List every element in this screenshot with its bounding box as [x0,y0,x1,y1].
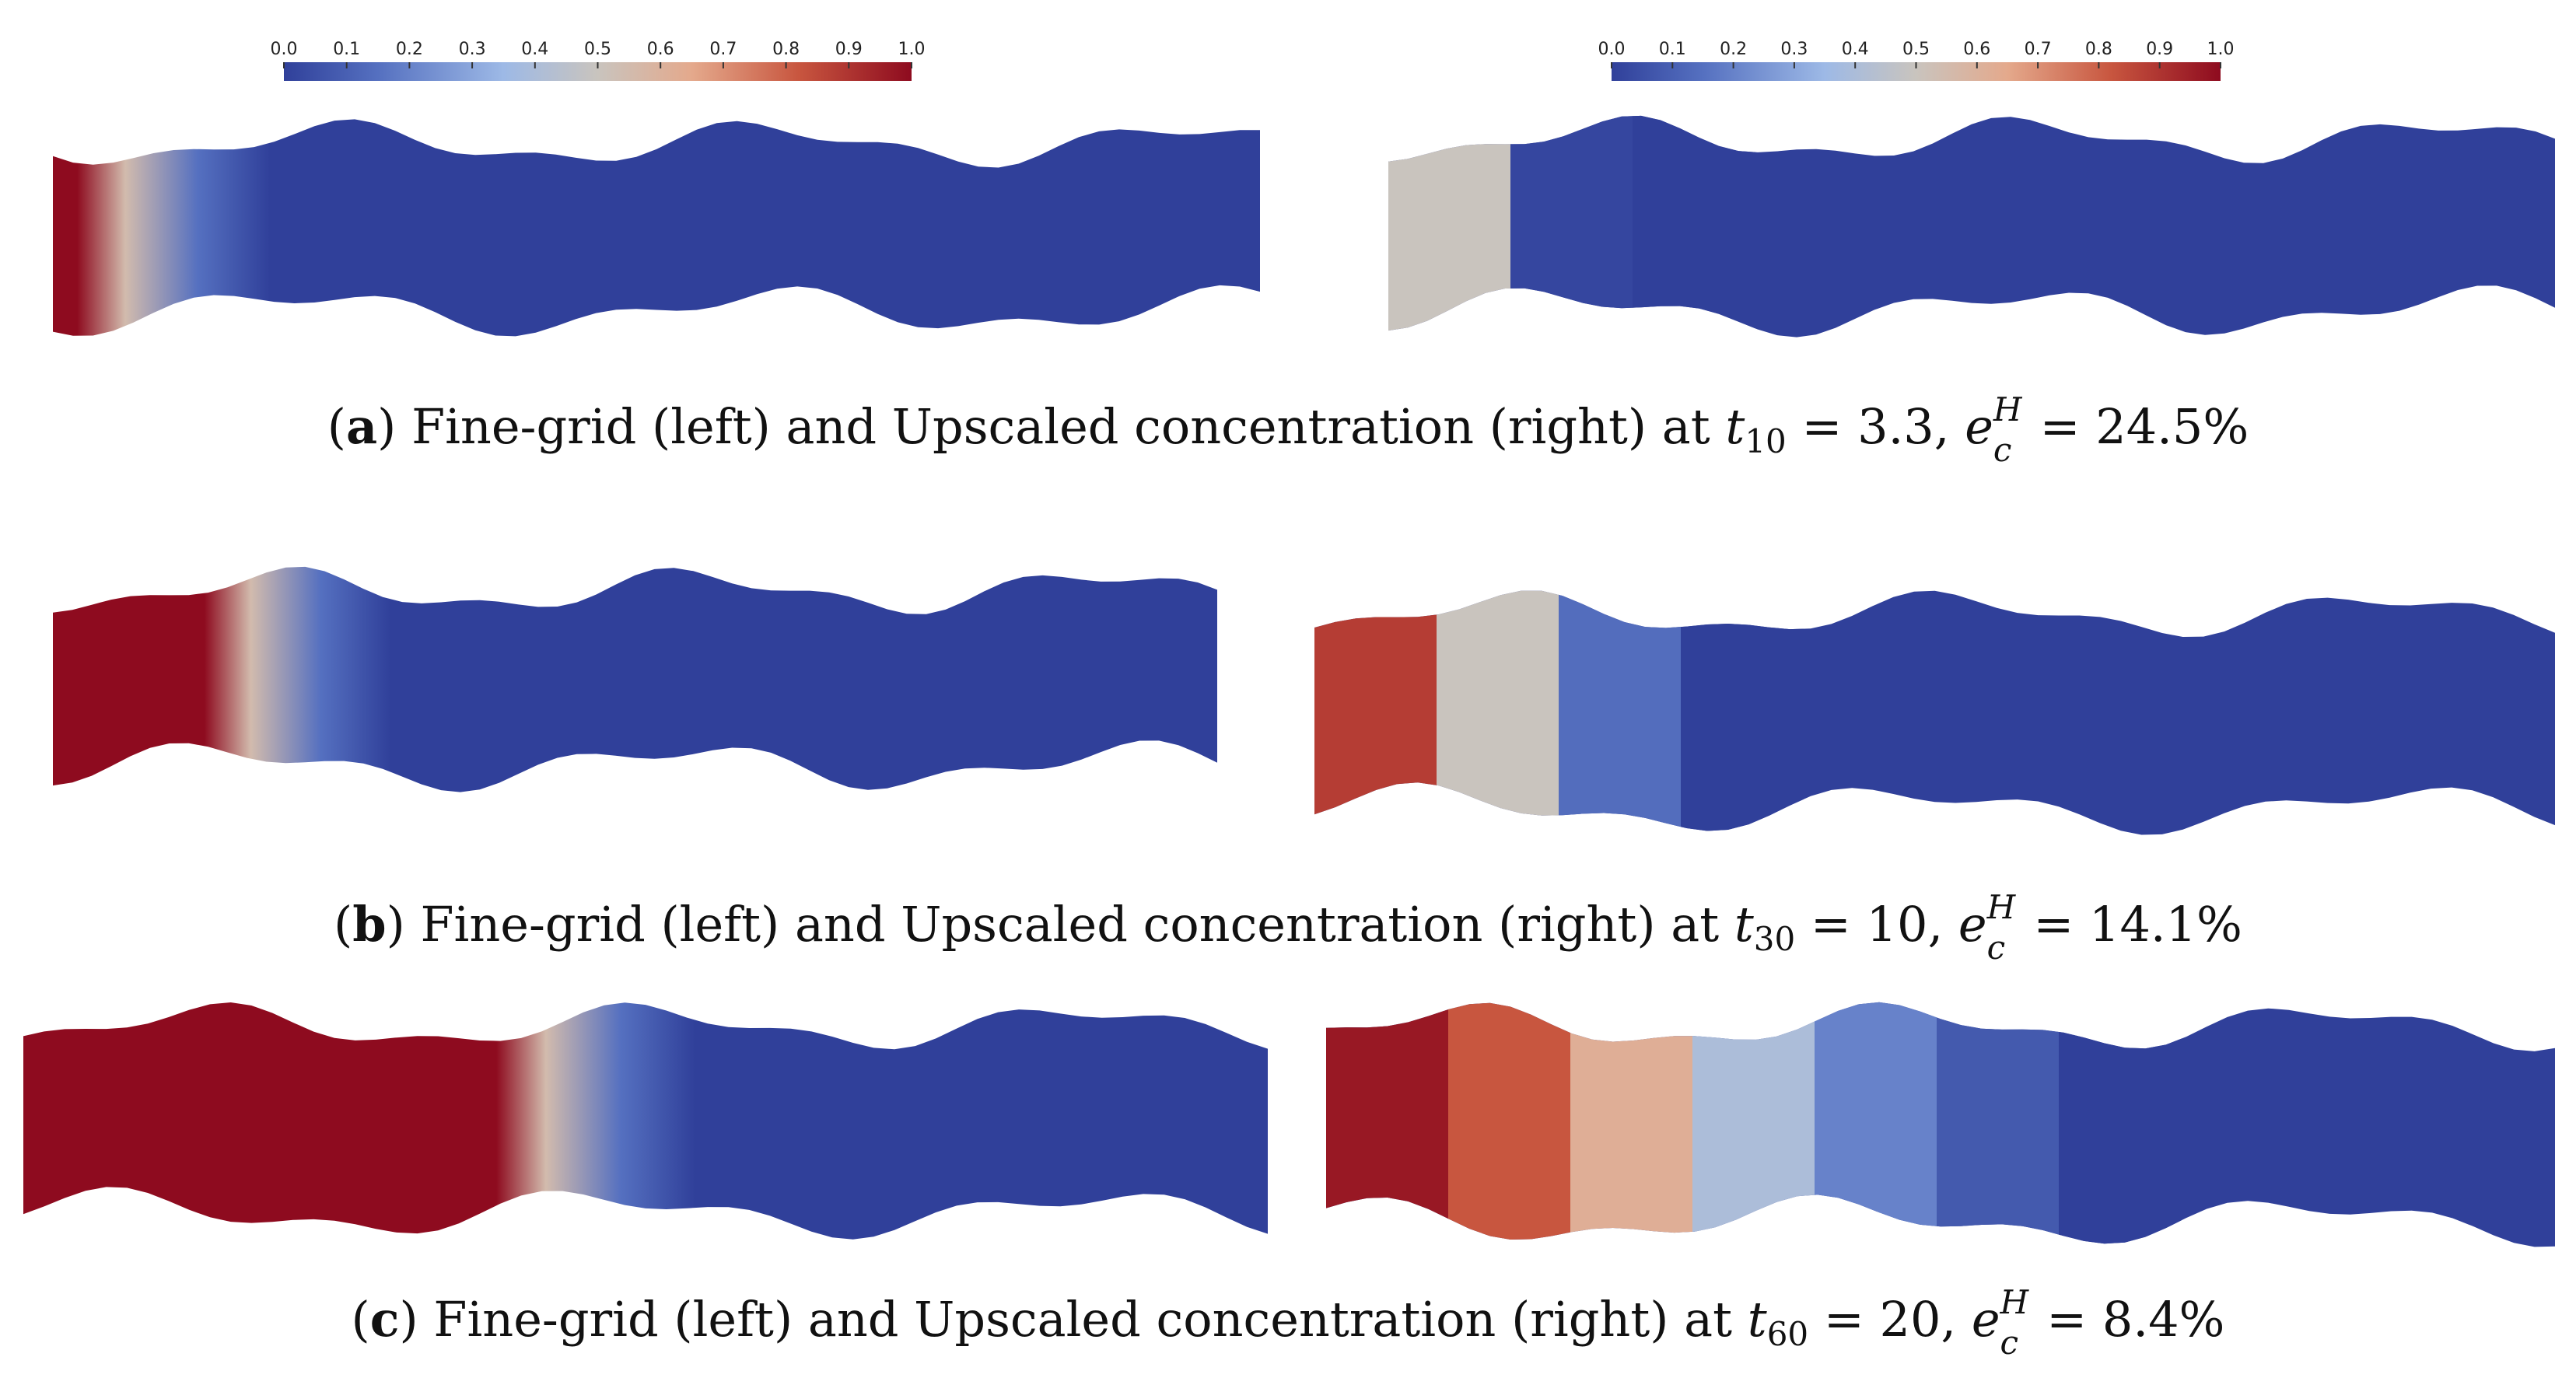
upscaled-cell [1448,1002,1571,1247]
fine-grid-field [23,1002,1268,1240]
colorbar-tick-label: 0.1 [1659,40,1686,59]
caption-label-b: b [352,896,387,953]
upscaled-cell [1937,1002,2060,1247]
time-value-c: 20 [1879,1291,1941,1348]
upscaled-cell [1314,590,1437,835]
colorbar-tick-label: 0.2 [1720,40,1747,59]
colorbar-tick-label: 0.8 [772,40,800,59]
colorbar-tick-label: 0.0 [271,40,298,59]
time-sub-a: 10 [1745,422,1787,460]
upscaled-cell [1559,590,1682,835]
fine-grid-panel-b [53,566,1217,792]
upscaled-cell [1633,115,1755,338]
upscaled-panel-a [1388,115,2555,338]
time-value-b: 10 [1866,896,1928,953]
upscaled-cell [2059,1002,2182,1247]
colorbar-tick-label: 0.7 [709,40,737,59]
colorbar-tick-label: 0.5 [584,40,611,59]
error-var-c: e [1971,1291,2000,1348]
colorbar-tick-label: 0.9 [835,40,863,59]
panels-layer [23,115,2555,1247]
colorbar-tick-label: 0.2 [396,40,423,59]
colorbar-tick-label: 0.6 [1963,40,1990,59]
colorbar-tick-label: 0.3 [1780,40,1808,59]
caption-text-c: Fine-grid (left) and Upscaled concentrat… [433,1291,1733,1348]
error-var-a: e [1965,398,1993,455]
colorbar-left: 0.0 0.1 0.2 0.3 0.4 0.5 0.6 0.7 0.8 0.9 1.0 [271,40,926,81]
colorbar-tick-label: 1.0 [2207,40,2235,59]
fine-grid-field [53,566,1217,792]
colorbar-tick-label: 0.9 [2146,40,2173,59]
time-value-a: 3.3 [1857,398,1934,455]
colorbar-right: 0.0 0.1 0.2 0.3 0.4 0.5 0.6 0.7 0.8 0.9 1.0 [1598,40,2235,81]
colorbar-tick-label: 0.7 [2025,40,2052,59]
time-sub-b: 30 [1753,920,1796,958]
fine-grid-panel-a [53,119,1260,337]
caption-text-b: Fine-grid (left) and Upscaled concentrat… [420,896,1720,953]
colorbar-tick-label: 0.1 [333,40,360,59]
upscaled-cell [1692,1002,1815,1247]
caption-a: (a) Fine-grid (left) and Upscaled concen… [327,390,2249,469]
upscaled-cell [1681,590,1804,835]
time-var-b: t [1734,896,1754,953]
caption-label-a: a [345,398,378,455]
time-sub-c: 60 [1766,1315,1809,1353]
upscaled-cell [1510,115,1633,338]
colorbar-tick-label: 0.4 [1842,40,1869,59]
error-value-a: 24.5% [2095,398,2249,455]
upscaled-panel-b [1314,590,2555,835]
fine-grid-field [53,119,1260,337]
colorbar-tick-label: 0.4 [521,40,548,59]
colorbar-tick-label: 1.0 [898,40,926,59]
caption-label-c: c [369,1291,400,1348]
time-var-a: t [1725,398,1745,455]
error-value-c: 8.4% [2102,1291,2225,1348]
upscaled-cell [1570,1002,1693,1247]
time-var-c: t [1747,1291,1767,1348]
caption-c: (c) Fine-grid (left) and Upscaled concen… [351,1283,2225,1362]
error-var-b: e [1958,896,1987,953]
upscaled-cell [1815,1002,1937,1247]
upscaled-cell [1437,590,1559,835]
colorbar-tick-label: 0.5 [1902,40,1930,59]
colorbar-tick-label: 0.8 [2085,40,2112,59]
colorbar-tick-label: 0.3 [459,40,486,59]
error-value-b: 14.1% [2089,896,2242,953]
fine-grid-panel-c [23,1002,1268,1240]
colorbar-tick-label: 0.6 [647,40,674,59]
upscaled-panel-c [1326,1002,2555,1247]
caption-b: (b) Fine-grid (left) and Upscaled concen… [334,888,2242,967]
upscaled-cell [1388,115,1511,338]
caption-text-a: Fine-grid (left) and Upscaled concentrat… [411,398,1710,455]
upscaled-cell [1326,1002,1449,1247]
colorbar-tick-label: 0.0 [1598,40,1626,59]
